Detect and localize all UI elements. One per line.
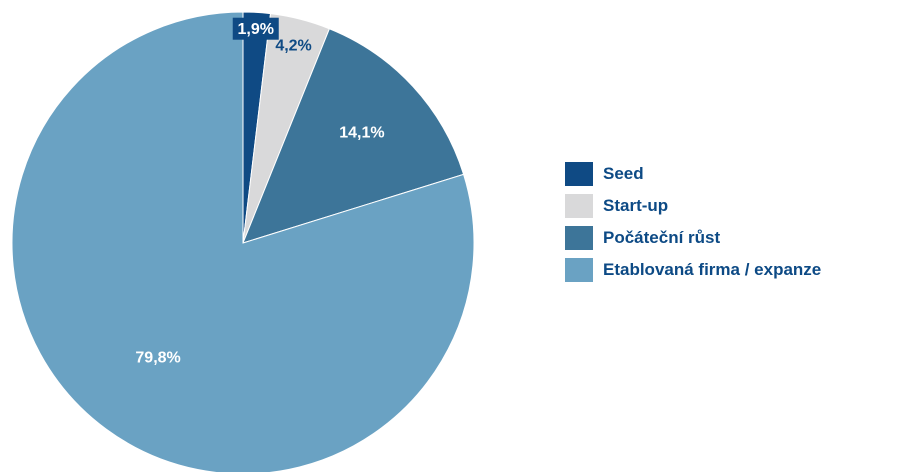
legend-item-seed: Seed [565,158,821,190]
chart-legend: Seed Start-up Počáteční růst Etablovaná … [565,158,821,286]
legend-label-start-up: Start-up [603,196,669,215]
legend-item-etablovana-firma: Etablovaná firma / expanze [565,254,821,286]
slice-label-etablovana-firma-expanze: 79,8% [135,350,180,367]
legend-swatch-seed [565,162,593,186]
slice-label-seed: 1,9% [238,21,274,38]
slice-label-pocatecni-rust: 14,1% [339,125,384,142]
legend-swatch-pocatecni-rust [565,226,593,250]
legend-label-etablovana-firma: Etablovaná firma / expanze [603,260,822,279]
slice-label-box-seed [232,17,279,40]
legend-swatch-etablovana-firma [565,258,593,282]
legend-swatch-start-up [565,194,593,218]
pie-slice-etablovana-firma-expanze [11,11,475,472]
legend-item-start-up: Start-up [565,190,821,222]
slice-label-start-up: 4,2% [275,37,311,54]
legend-label-pocatecni-rust: Počáteční růst [603,228,721,247]
legend-item-pocatecni-rust: Počáteční růst [565,222,821,254]
pie-slice-pocatecni-rust [242,28,465,244]
legend-label-seed: Seed [603,164,644,183]
